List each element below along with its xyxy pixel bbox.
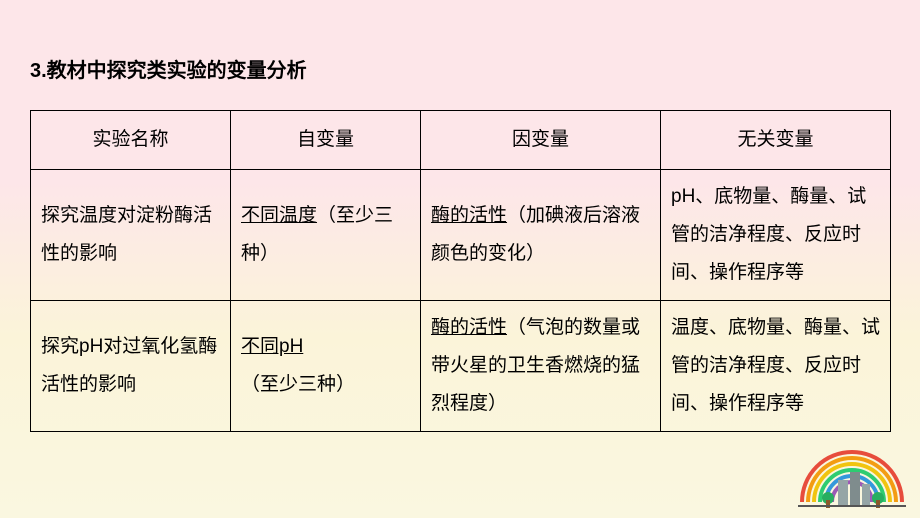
iv-underline: 不同温度 bbox=[241, 205, 317, 226]
cell-dv: 酶的活性（加碘液后溶液颜色的变化） bbox=[421, 170, 661, 301]
cell-name: 探究pH对过氧化氢酶活性的影响 bbox=[31, 301, 231, 432]
col-header-iv: 自变量 bbox=[231, 111, 421, 170]
corner-decoration-icon bbox=[792, 442, 912, 512]
iv-rest: （至少三种） bbox=[241, 374, 355, 395]
cell-cv: 温度、底物量、酶量、试管的洁净程度、反应时间、操作程序等 bbox=[661, 301, 891, 432]
iv-underline: 不同pH bbox=[241, 336, 303, 357]
cell-dv: 酶的活性（气泡的数量或带火星的卫生香燃烧的猛烈程度） bbox=[421, 301, 661, 432]
cell-cv: pH、底物量、酶量、试管的洁净程度、反应时间、操作程序等 bbox=[661, 170, 891, 301]
col-header-dv: 因变量 bbox=[421, 111, 661, 170]
col-header-name: 实验名称 bbox=[31, 111, 231, 170]
table-row: 探究温度对淀粉酶活性的影响 不同温度（至少三种） 酶的活性（加碘液后溶液颜色的变… bbox=[31, 170, 891, 301]
variable-table-wrap: 实验名称 自变量 因变量 无关变量 探究温度对淀粉酶活性的影响 不同温度（至少三… bbox=[30, 110, 890, 432]
cell-iv: 不同pH （至少三种） bbox=[231, 301, 421, 432]
cell-iv: 不同温度（至少三种） bbox=[231, 170, 421, 301]
col-header-cv: 无关变量 bbox=[661, 111, 891, 170]
section-heading: 3.教材中探究类实验的变量分析 bbox=[30, 54, 307, 83]
table-row: 探究pH对过氧化氢酶活性的影响 不同pH （至少三种） 酶的活性（气泡的数量或带火… bbox=[31, 301, 891, 432]
table-header-row: 实验名称 自变量 因变量 无关变量 bbox=[31, 111, 891, 170]
cell-name: 探究温度对淀粉酶活性的影响 bbox=[31, 170, 231, 301]
dv-underline: 酶的活性 bbox=[431, 317, 507, 338]
dv-underline: 酶的活性 bbox=[431, 205, 507, 226]
variable-analysis-table: 实验名称 自变量 因变量 无关变量 探究温度对淀粉酶活性的影响 不同温度（至少三… bbox=[30, 110, 891, 432]
